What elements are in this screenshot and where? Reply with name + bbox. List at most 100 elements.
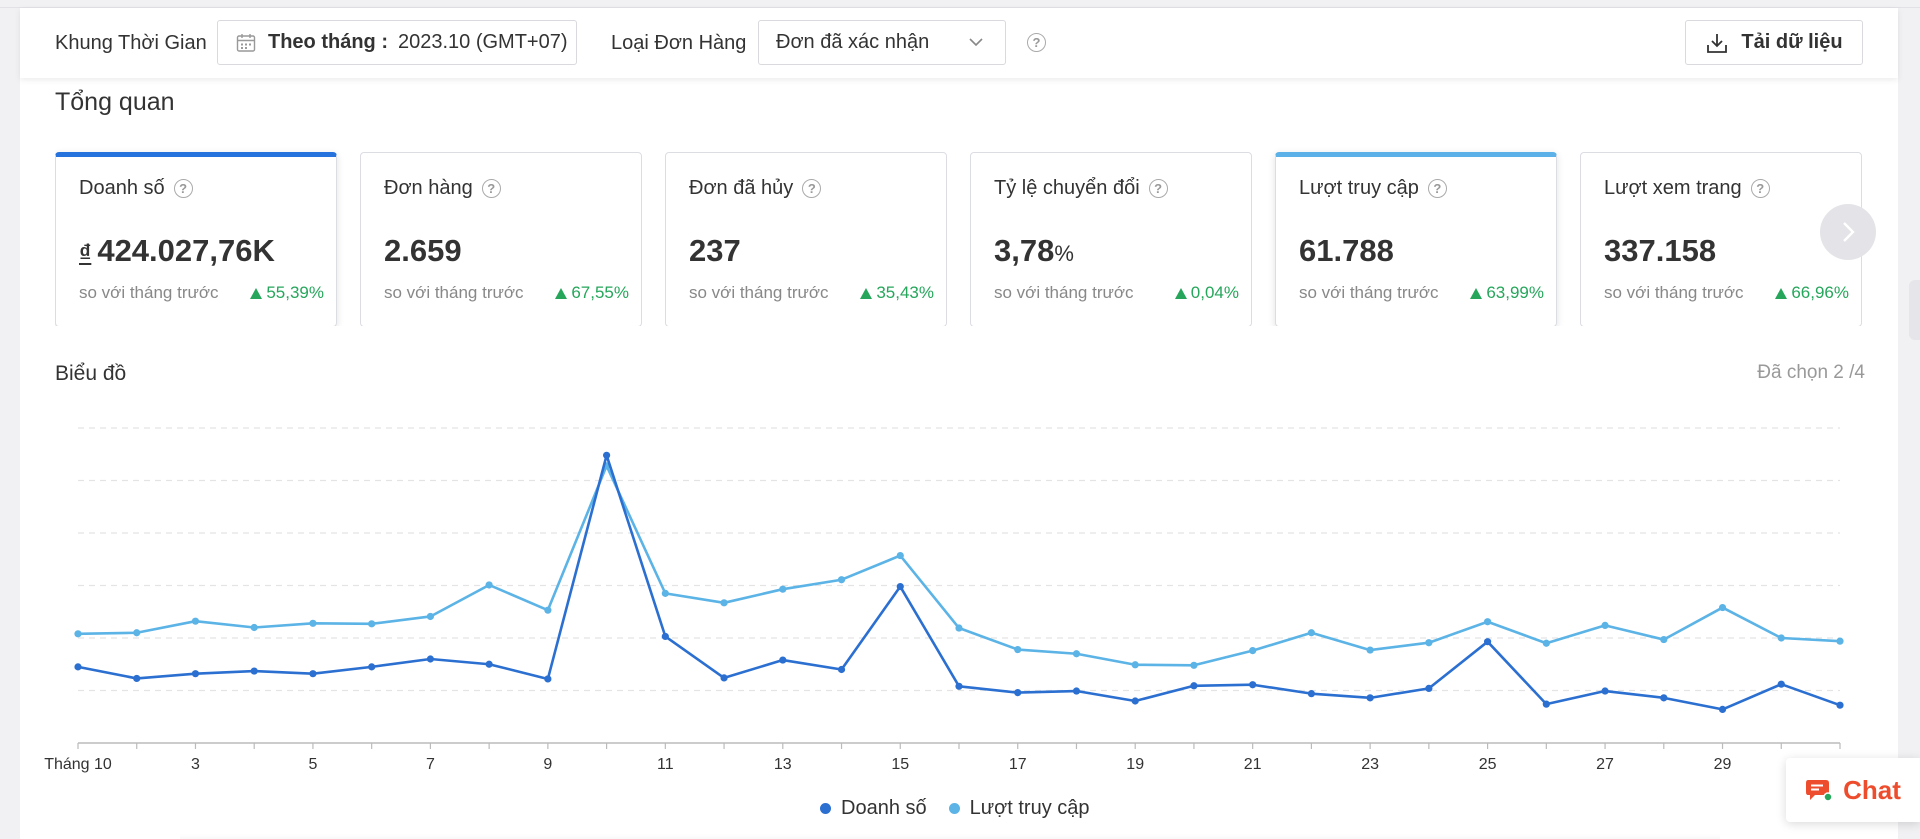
data-point: [1660, 635, 1668, 644]
data-point: [544, 675, 552, 683]
data-point: [837, 576, 846, 584]
legend-label: Lượt truy cập: [969, 797, 1090, 819]
data-point: [1777, 634, 1785, 642]
change-value: 0,04%: [1190, 283, 1239, 302]
x-tick-label: 3: [191, 756, 200, 773]
help-icon[interactable]: ?: [1148, 179, 1168, 198]
data-point: [1601, 687, 1609, 695]
metric-title-text: Tỷ lệ chuyển đổi: [994, 177, 1140, 199]
metric-card-visits[interactable]: Lượt truy cập? 61.788 so với tháng trước…: [1275, 152, 1557, 326]
x-tick-label: 13: [774, 756, 792, 773]
selected-count: Đã chọn 2 /4: [1757, 362, 1865, 383]
data-point: [1484, 618, 1492, 626]
metric-title-text: Đơn hàng: [384, 177, 473, 199]
x-tick-label: 5: [308, 756, 317, 773]
metric-value-text: 424.027,76K: [97, 233, 275, 268]
data-point: [1836, 637, 1844, 645]
data-point: [1131, 697, 1139, 705]
data-point: [191, 670, 200, 678]
data-point: [1131, 661, 1139, 669]
help-icon[interactable]: ?: [1027, 33, 1046, 52]
time-frame-label: Khung Thời Gian: [55, 32, 207, 54]
overview-title: Tổng quan: [55, 88, 175, 116]
data-point: [661, 589, 669, 597]
chat-icon: [1806, 780, 1833, 802]
download-button[interactable]: Tải dữ liệu: [1685, 20, 1863, 65]
line-chart: Tháng 1035791113151719212325272931: [44, 427, 1849, 773]
up-triangle-icon: [860, 287, 873, 299]
data-point: [1718, 705, 1727, 713]
metric-value: 337.158: [1604, 233, 1717, 268]
data-point: [368, 620, 376, 628]
chat-button[interactable]: Chat: [1786, 758, 1920, 822]
side-scroll-tab[interactable]: [1909, 280, 1920, 340]
data-point: [250, 623, 258, 632]
metric-title-text: Lượt truy cập: [1299, 177, 1419, 199]
compare-label: so với tháng trước: [384, 283, 524, 302]
metric-value: ₫ 424.027,76K: [79, 233, 275, 269]
up-triangle-icon: [1470, 287, 1483, 299]
series-line: [77, 464, 1841, 667]
data-point: [720, 674, 728, 682]
next-cards-button[interactable]: [1820, 204, 1876, 260]
x-tick-label: 15: [891, 756, 909, 773]
change-value: 35,43%: [876, 283, 934, 302]
metric-title: Lượt truy cập?: [1299, 177, 1447, 200]
change-value: 66,96%: [1791, 283, 1849, 302]
help-icon[interactable]: ?: [173, 179, 193, 198]
data-point: [1660, 694, 1668, 702]
legend-item-visits[interactable]: Lượt truy cập: [948, 797, 1090, 820]
data-point: [1307, 629, 1315, 637]
help-icon[interactable]: ?: [481, 179, 501, 198]
help-icon[interactable]: ?: [1427, 179, 1447, 198]
x-tick-label: Tháng 10: [44, 756, 112, 773]
data-point: [250, 667, 258, 675]
data-point: [1014, 689, 1022, 697]
data-point: [1484, 638, 1492, 646]
metric-cards: Doanh số? ₫ 424.027,76K so với tháng trướ…: [55, 144, 1865, 326]
legend-item-sales[interactable]: Doanh số: [820, 797, 927, 820]
order-type-value: Đơn đã xác nhận: [776, 31, 930, 53]
data-point: [1425, 639, 1433, 647]
change-badge: 0,04%: [1174, 283, 1239, 303]
metric-card-sales[interactable]: Doanh số? ₫ 424.027,76K so với tháng trướ…: [55, 152, 337, 326]
metric-card-cancelled[interactable]: Đơn đã hủy? 237 so với tháng trước 35,43…: [665, 152, 947, 326]
data-point: [191, 617, 200, 625]
data-point: [1014, 645, 1022, 654]
data-point: [1249, 647, 1257, 655]
change-value: 67,55%: [571, 283, 629, 302]
period-picker[interactable]: Theo tháng : 2023.10 (GMT+07): [217, 20, 577, 65]
metric-card-pageviews[interactable]: Lượt xem trang? 337.158 so với tháng trư…: [1580, 152, 1862, 326]
data-point: [837, 665, 846, 674]
compare-label: so với tháng trước: [689, 283, 829, 302]
legend-dot: [948, 803, 960, 814]
series-line: [77, 453, 1841, 711]
data-point: [133, 674, 141, 683]
data-point: [74, 630, 82, 638]
x-tick-label: 7: [426, 756, 435, 773]
chart-title: Biểu đồ: [55, 362, 127, 385]
metric-title-text: Doanh số: [79, 177, 165, 199]
chat-label: Chat: [1843, 774, 1901, 805]
data-point: [1072, 687, 1081, 695]
metric-title: Tỷ lệ chuyển đổi?: [994, 177, 1168, 200]
data-point: [1366, 646, 1374, 654]
metric-value: 3,78%: [994, 233, 1074, 269]
metric-card-conversion[interactable]: Tỷ lệ chuyển đổi? 3,78% so với tháng trư…: [970, 152, 1252, 326]
help-icon[interactable]: ?: [1750, 179, 1770, 198]
help-icon[interactable]: ?: [802, 179, 822, 198]
legend-label: Doanh số: [841, 797, 927, 819]
change-badge: 67,55%: [555, 283, 629, 303]
calendar-icon: [236, 33, 256, 52]
x-tick-label: 29: [1714, 756, 1732, 773]
metric-title: Doanh số?: [79, 177, 193, 200]
up-triangle-icon: [555, 287, 568, 299]
data-point: [720, 599, 728, 607]
order-type-select[interactable]: Đơn đã xác nhận: [758, 20, 1006, 65]
data-point: [1366, 694, 1374, 702]
x-tick-label: 17: [1009, 756, 1027, 773]
metric-card-orders[interactable]: Đơn hàng? 2.659 so với tháng trước 67,55…: [360, 152, 642, 326]
x-tick-label: 27: [1596, 756, 1614, 773]
data-point: [1190, 682, 1198, 690]
data-point: [544, 606, 552, 614]
